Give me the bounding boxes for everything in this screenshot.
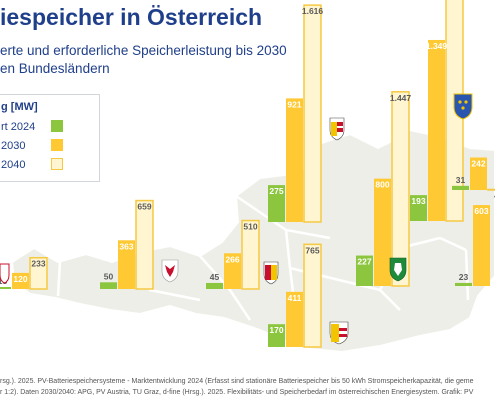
bar-wien-2024 (452, 185, 469, 190)
bar-burgenland-2030 (473, 205, 490, 286)
label-oberösterreich-2024: 275 (269, 186, 283, 196)
labels-layer: 1512023350363659452665101704117652759211… (0, 6, 495, 335)
label-oberösterreich-2040: 1.616 (302, 6, 324, 16)
source-footnote-line1: rsg.). 2025. PV-Batteriespeichersysteme … (0, 378, 474, 385)
label-kärnten-2030: 411 (288, 293, 302, 303)
label-salzburg-2040: 510 (243, 222, 257, 232)
legend-label-2030: 2030 (1, 140, 26, 152)
bar-wien-2040 (487, 188, 495, 191)
label-steiermark-2030: 800 (375, 180, 389, 190)
legend-swatch-2040 (51, 158, 63, 170)
legend: g [MW] rt 2024 2030 2040 (0, 94, 100, 182)
label-kärnten-2024: 170 (269, 325, 283, 335)
label-burgenland-2030: 603 (474, 206, 488, 216)
bar-kärnten-2040 (303, 243, 322, 348)
label-wien-2024: 31 (456, 175, 466, 185)
bar-kärnten-2024 (268, 324, 285, 347)
label-salzburg-2024: 45 (210, 272, 220, 282)
label-vorarlberg-2030: 120 (13, 274, 27, 284)
bar-burgenland-2024 (455, 282, 472, 286)
legend-label-2040: 2040 (1, 159, 26, 171)
vorarlberg-crest-icon (0, 263, 10, 284)
bars-layer (0, 0, 495, 348)
source-footnote-line2: r 1:2). Daten 2030/2040: APG, PV Austria… (0, 389, 474, 396)
chart-subtitle-line1: erte und erforderliche Speicherleistung … (0, 43, 287, 58)
crests-layer (0, 93, 473, 345)
kaernten-crest-icon (329, 321, 349, 345)
bar-niederösterreich-2024 (410, 195, 427, 221)
legend-title: g [MW] (1, 101, 38, 113)
label-oberösterreich-2030: 921 (287, 99, 301, 109)
tirol-eagle-crest-icon (161, 259, 179, 283)
label-steiermark-2024: 227 (357, 257, 371, 267)
chart-subtitle-line2: en Bundesländern (0, 61, 110, 76)
bar-oberösterreich-2024 (268, 185, 285, 222)
legend-swatch-2024 (51, 120, 63, 132)
chart-title: iespeicher in Österreich (0, 4, 263, 30)
bar-steiermark-2024 (356, 255, 373, 286)
bar-wien-2030 (470, 157, 487, 190)
bar-salzburg-2024 (206, 282, 223, 289)
label-burgenland-2024: 23 (459, 272, 469, 282)
label-kärnten-2040: 765 (305, 245, 319, 255)
bar-salzburg-2030 (224, 253, 241, 289)
label-tirol-2040: 659 (137, 202, 151, 212)
label-niederösterreich-2024: 193 (411, 196, 425, 206)
legend-swatch-2030 (51, 139, 63, 151)
bar-salzburg-2040 (241, 219, 260, 290)
label-steiermark-2040: 1.447 (390, 93, 412, 103)
legend-label-2024: rt 2024 (1, 121, 36, 133)
steiermark-crest-icon (389, 257, 407, 282)
bar-oberösterreich-2040 (303, 4, 322, 223)
bar-tirol-2030 (118, 240, 135, 289)
bar-steiermark-2030 (374, 178, 391, 286)
niederoesterreich-crest-icon (453, 93, 473, 120)
bar-kärnten-2030 (286, 291, 303, 347)
label-wien-2030: 242 (471, 159, 485, 169)
bar-oberösterreich-2030 (286, 98, 303, 222)
bar-tirol-2024 (100, 282, 117, 289)
bar-vorarlberg-2040 (29, 256, 48, 290)
bar-vorarlberg-2030 (12, 272, 29, 289)
bar-steiermark-2040 (391, 91, 410, 287)
label-vorarlberg-2040: 233 (31, 259, 45, 269)
label-tirol-2030: 363 (119, 241, 133, 251)
label-salzburg-2030: 266 (225, 254, 239, 264)
salzburg-crest-icon (263, 261, 279, 285)
label-tirol-2024: 50 (104, 271, 114, 281)
bar-niederösterreich-2030 (428, 39, 445, 221)
label-niederösterreich-2030: 1.349 (426, 41, 448, 51)
bar-tirol-2040 (135, 199, 154, 290)
bar-vorarlberg-2024 (0, 286, 11, 289)
oberoesterreich-crest-icon (329, 117, 345, 141)
